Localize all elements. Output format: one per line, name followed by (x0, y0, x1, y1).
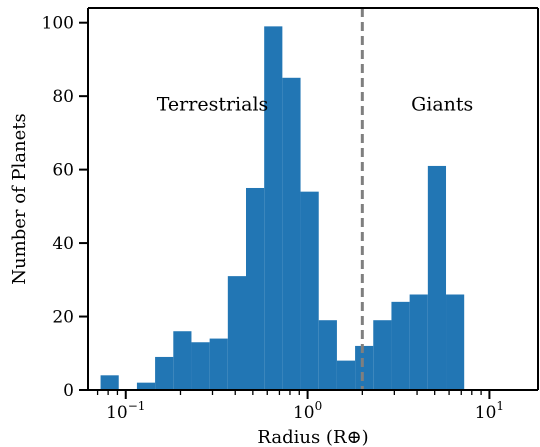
histogram-bar (227, 276, 247, 390)
histogram-bar (191, 342, 210, 390)
y-tick-label: 60 (52, 161, 74, 181)
y-tick-label: 40 (52, 234, 74, 254)
annotations-group: Terrestrials Giants (157, 94, 474, 116)
histogram-bar (355, 345, 374, 390)
histogram-bar (373, 320, 392, 390)
histogram-bar (282, 77, 301, 391)
histogram-bar (100, 375, 119, 390)
region-annotation: Terrestrials (157, 94, 269, 116)
histogram-bar (336, 360, 356, 390)
histogram-bar (409, 294, 428, 390)
histogram-bar (446, 294, 465, 390)
histogram-bar (173, 331, 192, 390)
histogram-bar (391, 301, 410, 390)
histogram-bar (318, 320, 337, 390)
histogram-bar (246, 187, 265, 390)
y-tick-label: 0 (63, 381, 74, 401)
x-tick-label: 101 (475, 399, 504, 423)
region-annotation: Giants (411, 94, 473, 116)
histogram-bar (264, 26, 283, 390)
axes-group: 0 20 40 60 80 100 10−1 100 101 (42, 7, 539, 423)
x-tick-label: 100 (293, 399, 322, 423)
y-axis-label: Number of Planets (9, 113, 30, 284)
histogram-bar (300, 191, 319, 390)
histogram-bar (155, 356, 174, 390)
y-tick-label: 80 (52, 87, 74, 107)
y-tick-label: 20 (52, 308, 74, 328)
y-tick-label: 100 (42, 14, 74, 34)
histogram-bar (136, 382, 156, 390)
histogram-bar (209, 338, 228, 390)
histogram-bar (427, 165, 447, 390)
x-axis-label: Radius (R⊕) (257, 427, 368, 447)
x-tick-label: 10−1 (106, 399, 145, 423)
bars-group (100, 26, 465, 391)
